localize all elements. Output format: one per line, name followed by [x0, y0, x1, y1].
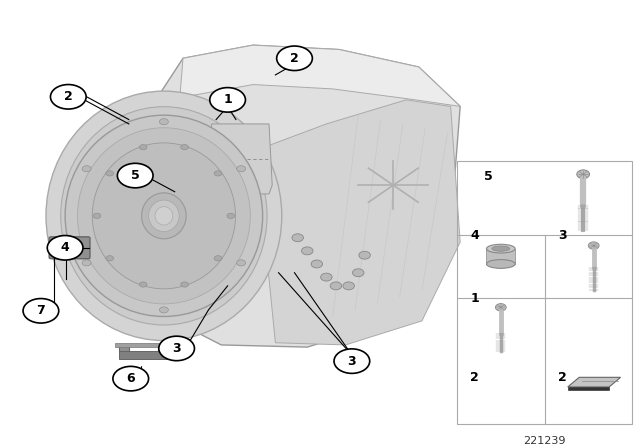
- Ellipse shape: [311, 260, 323, 268]
- Text: 5: 5: [131, 169, 140, 182]
- Circle shape: [276, 46, 312, 70]
- Polygon shape: [180, 45, 460, 107]
- Polygon shape: [119, 344, 167, 352]
- Ellipse shape: [159, 307, 168, 313]
- Ellipse shape: [492, 246, 509, 251]
- Ellipse shape: [77, 128, 250, 304]
- Ellipse shape: [353, 269, 364, 277]
- Text: 2: 2: [558, 371, 566, 384]
- Text: 4: 4: [61, 241, 70, 254]
- Ellipse shape: [82, 260, 91, 266]
- Text: 1: 1: [223, 93, 232, 106]
- Polygon shape: [256, 100, 460, 345]
- FancyBboxPatch shape: [49, 237, 90, 258]
- Ellipse shape: [106, 171, 113, 176]
- Ellipse shape: [65, 115, 262, 316]
- Bar: [115, 343, 171, 347]
- Text: 6: 6: [127, 372, 135, 385]
- Circle shape: [23, 298, 59, 323]
- Bar: [457, 161, 632, 424]
- Text: 7: 7: [36, 304, 45, 317]
- Circle shape: [159, 336, 195, 361]
- Ellipse shape: [46, 91, 282, 340]
- Text: 3: 3: [558, 229, 566, 242]
- Text: 3: 3: [172, 342, 181, 355]
- Ellipse shape: [140, 145, 147, 150]
- Ellipse shape: [237, 260, 246, 266]
- Ellipse shape: [106, 256, 113, 261]
- Circle shape: [113, 366, 148, 391]
- Ellipse shape: [61, 107, 267, 325]
- Polygon shape: [568, 377, 621, 387]
- Polygon shape: [209, 124, 272, 194]
- Text: 2: 2: [64, 90, 73, 103]
- Circle shape: [117, 164, 153, 188]
- Text: 221239: 221239: [524, 436, 566, 446]
- Ellipse shape: [343, 282, 355, 290]
- Ellipse shape: [159, 119, 168, 125]
- Ellipse shape: [180, 145, 188, 150]
- Ellipse shape: [330, 282, 342, 290]
- Ellipse shape: [214, 256, 222, 261]
- Ellipse shape: [237, 166, 246, 172]
- Bar: [568, 387, 609, 391]
- Ellipse shape: [155, 207, 173, 225]
- Ellipse shape: [321, 273, 332, 281]
- Ellipse shape: [180, 282, 188, 287]
- Ellipse shape: [359, 251, 371, 259]
- Circle shape: [47, 236, 83, 260]
- Text: 3: 3: [348, 355, 356, 368]
- Ellipse shape: [588, 242, 599, 249]
- Circle shape: [334, 349, 370, 373]
- Ellipse shape: [577, 170, 589, 179]
- Polygon shape: [91, 45, 460, 347]
- Ellipse shape: [227, 213, 235, 219]
- Text: 1: 1: [470, 293, 479, 306]
- Ellipse shape: [82, 166, 91, 172]
- Text: 5: 5: [484, 170, 493, 183]
- Bar: [119, 352, 167, 359]
- Ellipse shape: [486, 259, 515, 268]
- Text: 2: 2: [470, 371, 479, 384]
- Ellipse shape: [92, 143, 236, 289]
- Circle shape: [51, 85, 86, 109]
- Ellipse shape: [214, 171, 222, 176]
- Text: 4: 4: [470, 229, 479, 242]
- Text: 2: 2: [290, 52, 299, 65]
- Ellipse shape: [93, 213, 100, 219]
- Circle shape: [210, 88, 246, 112]
- Ellipse shape: [486, 244, 515, 253]
- Ellipse shape: [140, 282, 147, 287]
- Ellipse shape: [495, 304, 506, 311]
- Bar: [486, 249, 515, 264]
- Ellipse shape: [141, 193, 186, 239]
- Ellipse shape: [148, 200, 179, 232]
- Ellipse shape: [301, 247, 313, 255]
- Ellipse shape: [292, 234, 303, 241]
